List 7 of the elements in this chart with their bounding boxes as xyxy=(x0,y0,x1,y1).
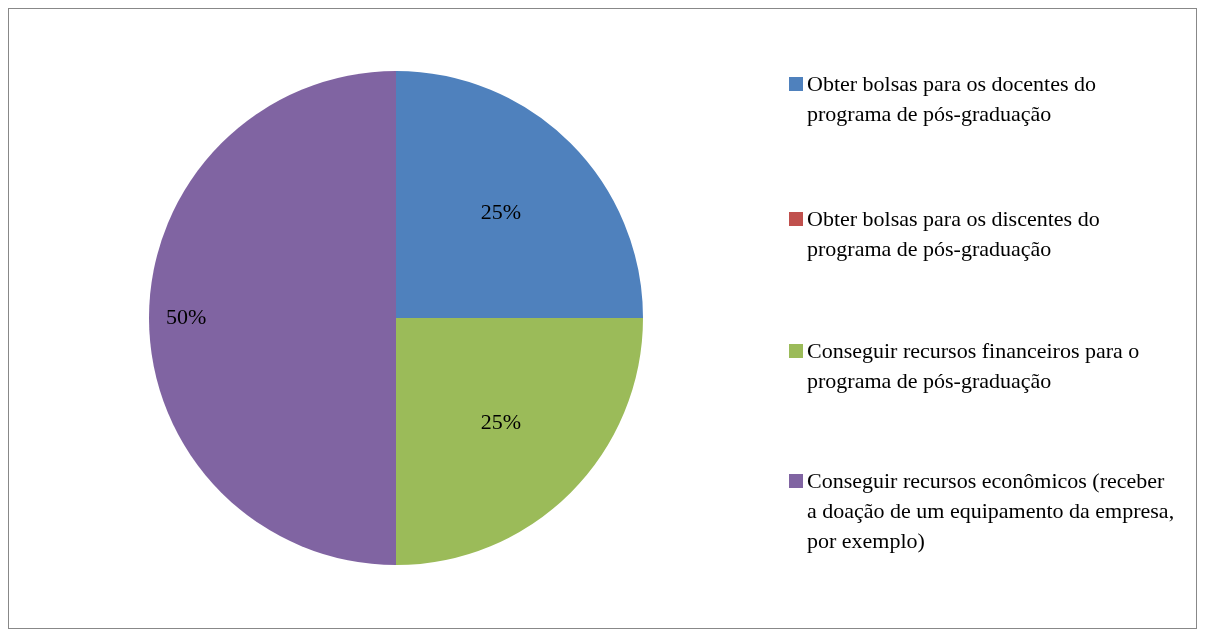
legend-label: Obter bolsas para os discentes do programa de pós-graduação xyxy=(807,205,1101,263)
legend-label: Conseguir recursos financeiros para o programa de pós-graduação xyxy=(807,337,1141,395)
legend-label: Conseguir recursos econômicos (receber a doação de um equipamento da empresa, por exemplo) xyxy=(807,467,1176,555)
legend-label: Obter bolsas para os docentes do programa de pós-graduação xyxy=(807,70,1097,128)
data-label: 50% xyxy=(165,303,207,329)
data-label: 25% xyxy=(480,198,521,224)
data-label: 25% xyxy=(480,408,521,434)
